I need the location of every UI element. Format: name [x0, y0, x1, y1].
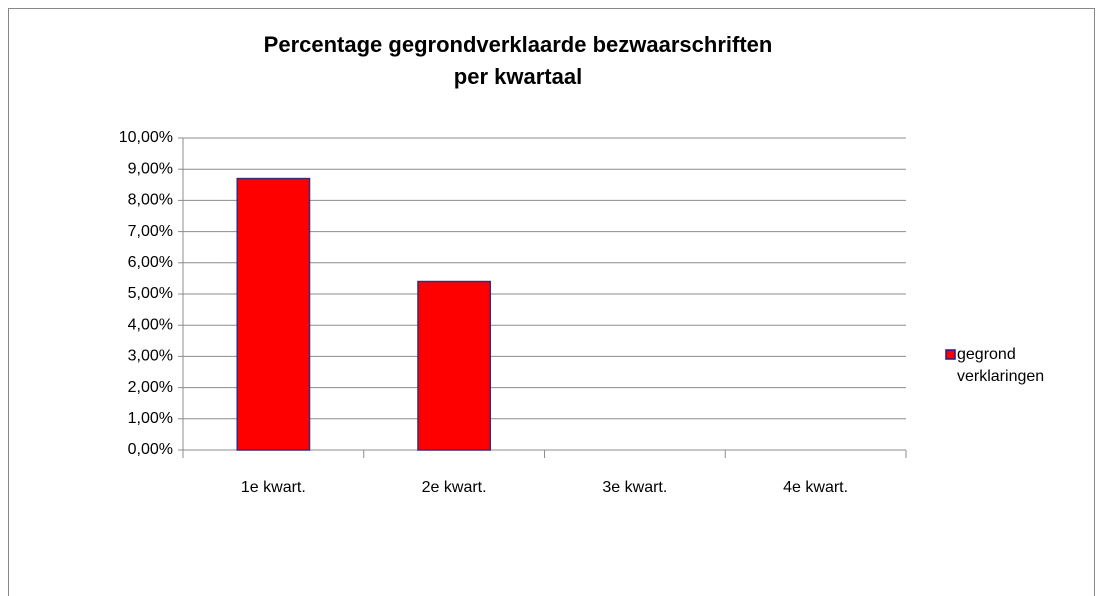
y-tick-label: 10,00%	[119, 129, 173, 146]
x-tick-label: 3e kwart.	[602, 479, 667, 496]
y-tick-label: 5,00%	[128, 285, 173, 302]
x-tick-label: 1e kwart.	[241, 479, 306, 496]
y-tick-label: 2,00%	[128, 379, 173, 396]
chart-title: per kwartaal	[454, 64, 582, 89]
bar	[236, 177, 311, 451]
y-tick-label: 9,00%	[128, 160, 173, 177]
legend-swatch	[945, 349, 956, 360]
y-tick-label: 7,00%	[128, 223, 173, 240]
x-tick-label: 4e kwart.	[783, 479, 848, 496]
y-tick-label: 4,00%	[128, 316, 173, 333]
y-tick-label: 8,00%	[128, 192, 173, 209]
y-tick-label: 3,00%	[128, 348, 173, 365]
y-tick-label: 0,00%	[128, 441, 173, 458]
y-tick-label: 1,00%	[128, 410, 173, 427]
bar	[417, 280, 492, 451]
chart-frame	[8, 8, 1095, 596]
x-tick-label: 2e kwart.	[422, 479, 487, 496]
chart-title: Percentage gegrondverklaarde bezwaarschr…	[264, 32, 773, 57]
y-tick-label: 6,00%	[128, 254, 173, 271]
legend-label: gegrond verklaringen	[957, 346, 1045, 385]
